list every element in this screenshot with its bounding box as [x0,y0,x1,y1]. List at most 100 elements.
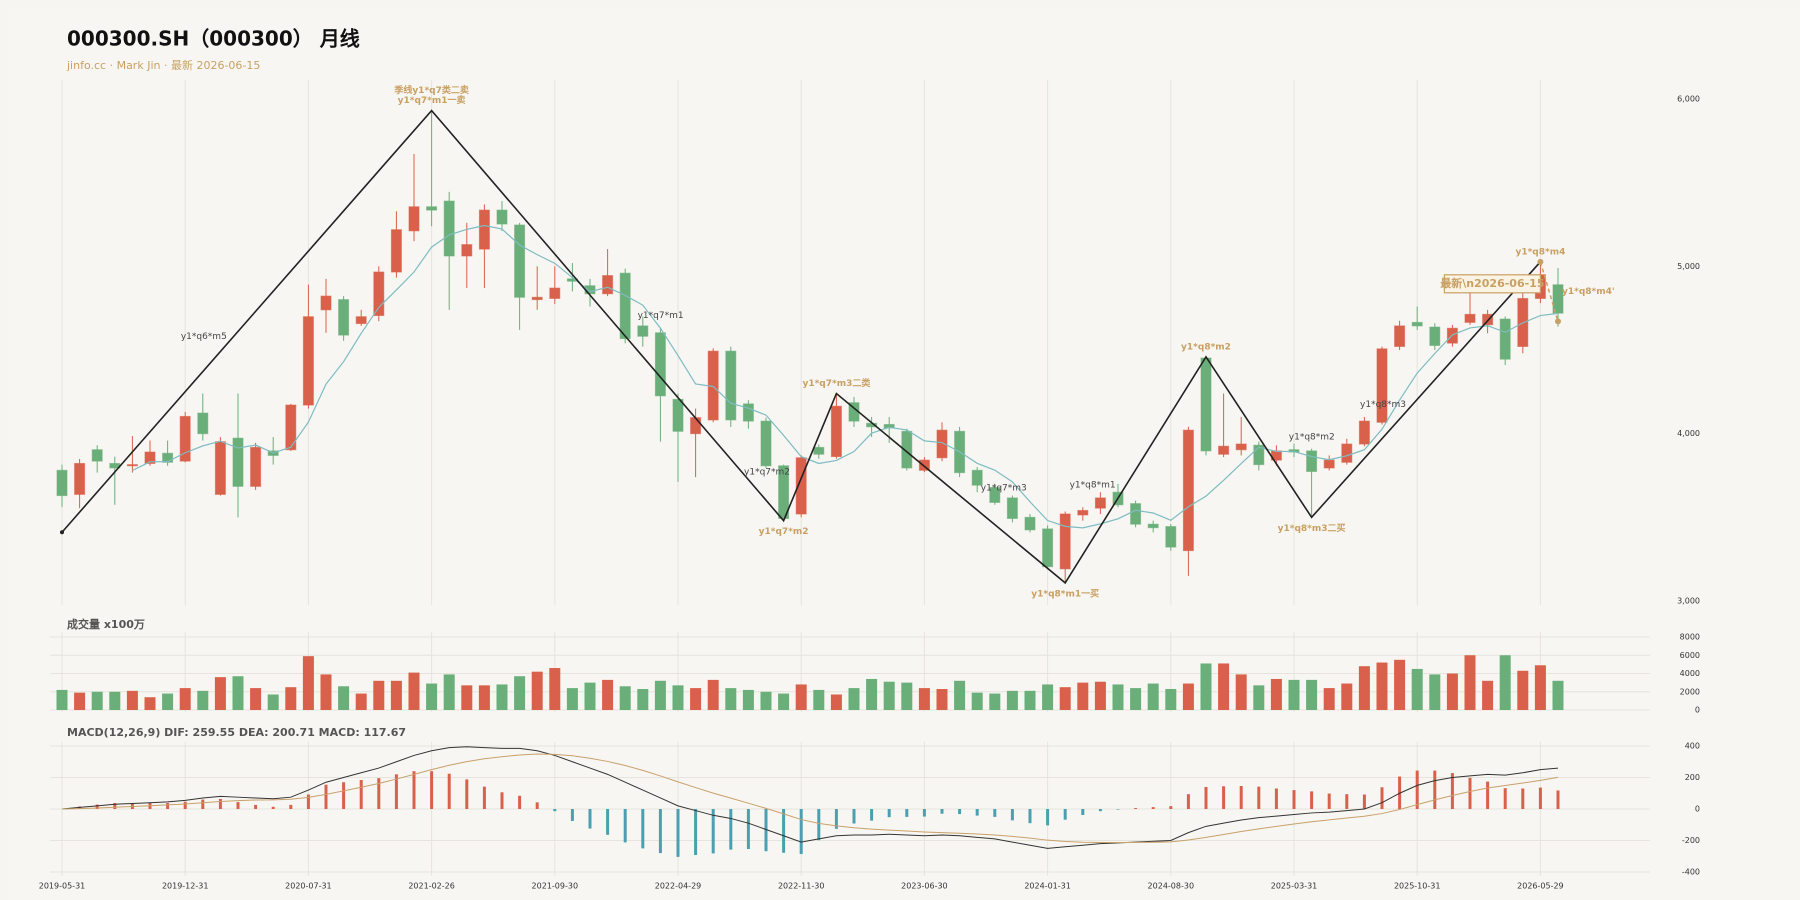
volume-bar [954,680,966,710]
macd-bar [975,809,979,816]
x-tick-label: 2019-12-31 [162,882,209,891]
pivot-point [1537,258,1544,265]
macd-bar [1116,809,1120,810]
macd-bar [817,809,821,841]
volume-bar [478,685,490,710]
volume-bar [936,689,948,710]
chart-subtitle: jinfo.cc · Mark Jin · 最新 2026-06-15 [66,58,260,72]
macd-bar [1257,786,1261,809]
candle-body [619,272,631,340]
candle-body [285,404,297,451]
leg-label: y1*q7*m1 [638,311,684,321]
candle-body [760,420,772,467]
macd-bar [1204,786,1208,809]
volume-bar [1094,681,1106,710]
candle-body [1130,503,1142,525]
volume-bar [742,689,754,710]
candle-body [390,229,402,273]
macd-bar [1028,809,1032,824]
volume-bar [267,694,279,710]
candle-body [443,200,455,257]
candle-body [1464,313,1476,323]
macd-bar [1433,770,1437,809]
candle-body [355,316,367,325]
dea-line [61,753,1559,844]
candle-body [250,446,262,487]
macd-bar [201,799,205,809]
x-tick-label: 2025-10-31 [1394,882,1441,891]
volume-bar [531,671,543,710]
volume-bar [1499,655,1511,710]
macd-bar [570,809,574,821]
volume-bar [1253,685,1265,710]
volume-bar [1077,682,1089,710]
y-tick-label: 8000 [1680,633,1700,642]
macd-bar [166,803,170,809]
volume-bar [690,688,702,710]
volume-bar [355,693,367,710]
macd-bar [940,809,944,814]
y-tick-label: 6,000 [1677,95,1700,104]
macd-bar [377,778,381,809]
volume-bar [883,681,895,710]
macd-bar [922,809,926,817]
candle-body [1006,497,1018,520]
y-tick-label: 3,000 [1677,597,1700,606]
candle-body [461,244,473,257]
volume-bar [830,694,842,710]
latest-label: 最新\n2026-06-15 [1440,276,1544,290]
volume-bar [813,689,825,710]
macd-bar [1362,794,1366,809]
macd-bar [852,809,856,824]
pivot-label: y1*q7*m3二类 [802,377,871,389]
macd-bar [1380,787,1384,809]
candle-body [1253,444,1265,466]
macd-bar [993,809,997,817]
volume-bar [74,692,86,710]
macd-bar [1327,793,1331,809]
leg-label: y1*q8*m1 [1070,480,1116,490]
volume-bar [760,691,772,710]
volume-bar [285,687,297,710]
volume-bar [496,684,508,710]
candle-body [1059,513,1071,570]
macd-bar [289,804,293,809]
macd-bar [588,809,592,829]
candle-body [302,316,314,406]
volume-bar [56,689,68,710]
volume-bar [1006,690,1018,710]
volume-bar [408,672,420,710]
x-tick-label: 2022-04-29 [655,882,702,891]
macd-bar [676,809,680,857]
macd-bar [782,809,786,853]
candle-body [1376,348,1388,423]
macd-bar [553,809,557,812]
volume-bar [373,680,385,710]
macd-bar [342,782,346,809]
macd-bar [1046,809,1050,826]
volume-bar [1024,690,1036,710]
volume-bar [866,678,878,710]
volume-bar [162,693,174,710]
macd-bar [1521,788,1525,809]
leg-label: y1*q8*m2 [1289,433,1335,443]
candle-body [126,464,138,467]
candle-body [1200,357,1212,452]
x-tick-label: 2025-03-31 [1271,882,1318,891]
volume-bar [602,679,614,710]
macd-bar [1450,773,1454,809]
pivot-label: 季线y1*q7类二卖 [393,84,469,96]
candle-body [602,275,614,295]
candle-body [1042,528,1054,568]
candle-body [1323,459,1335,469]
macd-bar [1292,790,1296,809]
volume-bar [549,668,561,710]
volume-bar [250,688,262,710]
candle-body [320,295,332,311]
volume-bar [1270,678,1282,710]
candle-body [1147,523,1159,529]
volume-bar [1323,688,1335,710]
macd-bar [465,779,469,809]
volume-bar [1059,687,1071,710]
